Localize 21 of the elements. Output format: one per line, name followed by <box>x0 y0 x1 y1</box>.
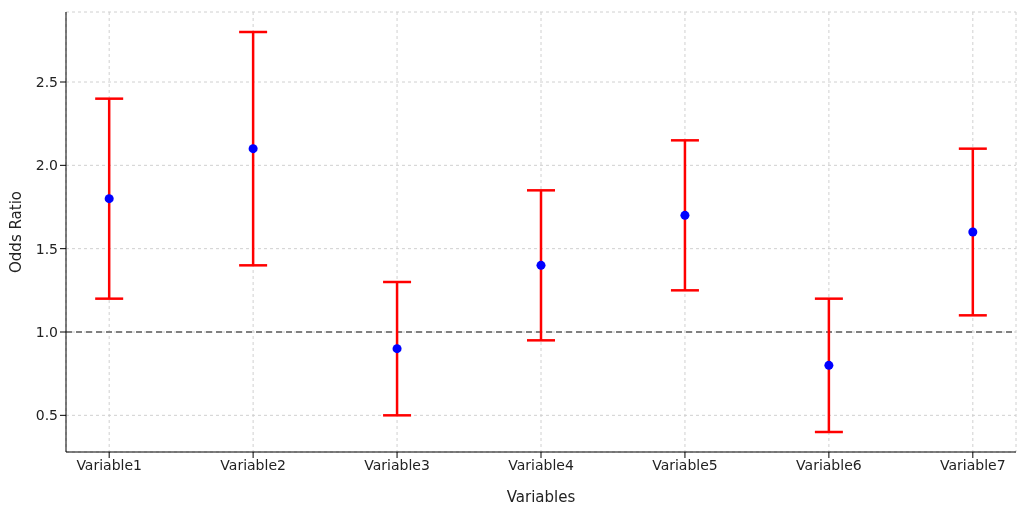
y-tick-label: 2.0 <box>35 157 58 174</box>
x-axis-title: Variables <box>506 488 576 506</box>
point <box>536 260 546 270</box>
y-tick-label: 1.0 <box>35 323 58 340</box>
x-tick-label: Variable2 <box>220 456 286 473</box>
x-tick-label: Variable5 <box>652 456 718 473</box>
point <box>968 227 978 237</box>
point <box>680 210 690 220</box>
point <box>248 144 258 154</box>
y-tick-label: 2.5 <box>35 73 58 90</box>
x-tick-label: Variable3 <box>364 456 430 473</box>
x-tick-label: Variable6 <box>796 456 862 473</box>
y-tick-label: 0.5 <box>35 407 58 424</box>
point <box>104 194 114 204</box>
point <box>392 344 402 354</box>
y-tick-label: 1.5 <box>35 240 58 257</box>
y-axis-title: Odds Ratio <box>7 191 26 273</box>
x-tick-label: Variable4 <box>508 456 574 473</box>
point <box>824 360 834 370</box>
x-tick-label: Variable7 <box>940 456 1006 473</box>
x-tick-label: Variable1 <box>76 456 142 473</box>
